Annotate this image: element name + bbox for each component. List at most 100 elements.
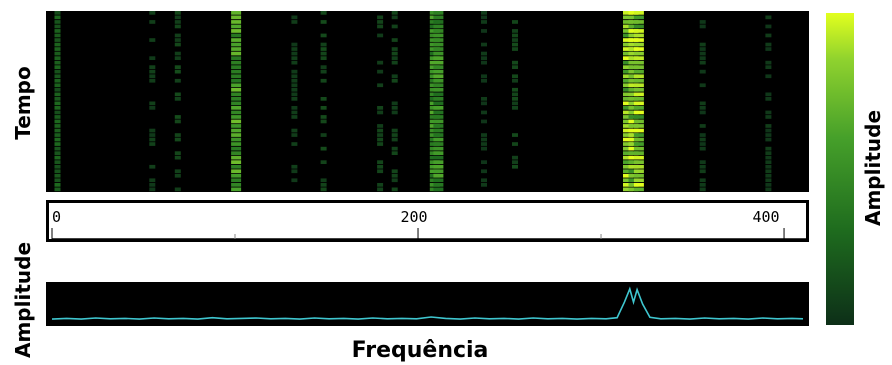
heatmap-cell [377, 169, 384, 174]
heatmap-cell [174, 24, 181, 29]
axis-tick-label: 400 [752, 208, 779, 226]
heatmap-cell [433, 38, 444, 42]
heatmap-cell [433, 169, 444, 174]
heatmap-background [46, 11, 809, 192]
heatmap-cell [377, 142, 384, 146]
heatmap-cell [623, 69, 633, 74]
heatmap-cell [231, 169, 242, 174]
heatmap-cell [699, 137, 706, 142]
heatmap-cell [623, 151, 633, 155]
heatmap-cell [433, 124, 444, 128]
heatmap-cell [623, 11, 633, 15]
heatmap-cell [433, 74, 444, 79]
heatmap-cell [623, 133, 633, 137]
heatmap-cell [320, 20, 327, 24]
heatmap-cell [628, 92, 639, 97]
heatmap-cell [377, 106, 384, 110]
heatmap-cell [174, 51, 181, 56]
heatmap-cell [391, 151, 398, 155]
heatmap-cell [54, 51, 61, 56]
frequency-axis-ticks: 0 200 400 [51, 208, 785, 239]
colorbar-label: Amplitude [861, 110, 885, 226]
heatmap-cell [174, 115, 181, 119]
heatmap-cell [231, 110, 242, 115]
heatmap-cell [231, 74, 242, 79]
heatmap-cell [623, 20, 633, 24]
heatmap-cell [231, 42, 242, 47]
heatmap-cell [481, 60, 487, 65]
heatmap-cell [54, 42, 61, 47]
heatmap-cell [481, 56, 487, 60]
heatmap-cell [149, 187, 156, 192]
heatmap-cell [481, 119, 487, 124]
heatmap-cell [54, 155, 61, 160]
heatmap-cell [623, 38, 633, 42]
heatmap-cell [623, 92, 633, 97]
heatmap-cell [391, 173, 398, 178]
heatmap-cell [377, 128, 384, 133]
heatmap-cell [699, 69, 706, 74]
heatmap-cell [699, 51, 706, 56]
heatmap-cell [765, 146, 772, 151]
heatmap-cell [433, 128, 444, 133]
heatmap-cell [433, 65, 444, 69]
heatmap-cell [231, 164, 242, 169]
heatmap-cell [433, 20, 444, 24]
heatmap-cell [149, 142, 156, 146]
heatmap-cell [433, 56, 444, 60]
heatmap-cell [512, 78, 518, 83]
axis-tick-label: 0 [52, 208, 61, 226]
heatmap-cell [433, 42, 444, 47]
heatmap-cell [320, 187, 327, 192]
heatmap-cell [174, 119, 181, 124]
heatmap-cell [54, 56, 61, 60]
heatmap-cell [54, 33, 61, 38]
heatmap-cell [765, 137, 772, 142]
heatmap-cell [174, 42, 181, 47]
heatmap-cell [377, 83, 384, 88]
heatmap-cell [633, 69, 644, 74]
heatmap-cell [633, 173, 644, 178]
heatmap-cell [628, 155, 639, 160]
heatmap-cell [391, 128, 398, 133]
heatmap-cell [391, 187, 398, 192]
heatmap-cell [174, 151, 181, 155]
heatmap-cell [291, 87, 298, 92]
heatmap-cell [174, 92, 181, 97]
heatmap-cell [765, 128, 772, 133]
heatmap-cell [231, 187, 242, 192]
heatmap-cell [512, 33, 518, 38]
heatmap-cell [481, 29, 487, 33]
heatmap-cell [765, 110, 772, 115]
heatmap-cell [320, 65, 327, 69]
heatmap-cell [512, 65, 518, 69]
heatmap-cell [699, 101, 706, 106]
heatmap-cell [54, 137, 61, 142]
heatmap-cell [433, 151, 444, 155]
heatmap-cell [320, 33, 327, 38]
heatmap-cell [291, 110, 298, 115]
heatmap-cell [699, 106, 706, 110]
heatmap-cell [633, 74, 644, 79]
heatmap-cell [481, 146, 487, 151]
heatmap-cell [628, 74, 639, 79]
heatmap-cell [433, 178, 444, 183]
heatmap-cell [633, 146, 644, 151]
heatmap-cell [433, 69, 444, 74]
heatmap-cell [765, 151, 772, 155]
heatmap-cell [633, 87, 644, 92]
heatmap-cell [633, 65, 644, 69]
heatmap-cell [174, 33, 181, 38]
heatmap-cell [433, 173, 444, 178]
heatmap-cell [320, 56, 327, 60]
heatmap-cell [54, 92, 61, 97]
heatmap-cell [391, 110, 398, 115]
frequency-x-label: Frequência [352, 338, 489, 363]
heatmap-cell [291, 92, 298, 97]
heatmap-cell [481, 20, 487, 24]
heatmap-cell [391, 106, 398, 110]
heatmap-cell [149, 11, 156, 15]
heatmap-cell [320, 146, 327, 151]
heatmap-cell [628, 20, 639, 24]
heatmap-cell [481, 15, 487, 20]
